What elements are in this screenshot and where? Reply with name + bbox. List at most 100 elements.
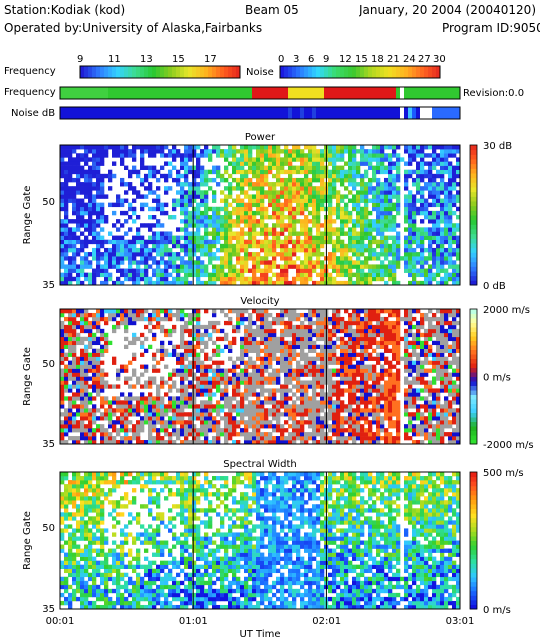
heatmap-cell [392,440,397,445]
heatmap-cell [108,440,113,445]
heatmap-cell [288,320,293,326]
heatmap-cell [332,247,337,253]
heatmap-cell [428,227,433,232]
heatmap-cell [92,404,97,409]
heatmap-cell [208,408,213,413]
heatmap-cell [248,344,253,350]
heatmap-cell [352,348,357,353]
heatmap-cell [352,227,357,232]
heatmap-cell [296,177,301,183]
noise-legend-swatch [296,66,301,78]
heatmap-cell [184,215,189,220]
heatmap-cell [344,428,349,433]
heatmap-cell [320,161,325,166]
heatmap-cell [192,400,197,405]
heatmap-cell [152,173,157,179]
heatmap-cell [388,340,393,346]
heatmap-cell [308,239,313,245]
heatmap-cell [348,210,353,216]
heatmap-cell [172,312,177,318]
heatmap-cell [100,400,105,405]
heatmap-cell [156,316,161,322]
heatmap-cell [76,280,81,286]
heatmap-cell [108,404,113,409]
heatmap-cell [168,404,173,409]
heatmap-cell [252,194,257,199]
heatmap-cell [364,153,369,158]
heatmap-cell [384,440,389,445]
heatmap-cell [76,340,81,346]
heatmap-cell [148,392,153,397]
heatmap-cell [348,344,353,350]
heatmap-cell [292,440,297,445]
heatmap-cell [260,272,265,278]
heatmap-cell [364,316,369,322]
heatmap-cell [264,272,269,278]
heatmap-cell [84,153,89,158]
heatmap-cell [260,364,265,369]
heatmap-cell [316,202,321,208]
heatmap-cell [156,412,161,417]
heatmap-cell [288,316,293,322]
heatmap-cell [160,268,165,273]
heatmap-cell [252,264,257,269]
heatmap-cell [248,219,253,224]
heatmap-cell [316,186,321,191]
heatmap-cell [380,328,385,334]
heatmap-cell [224,400,229,405]
heatmap-cell [180,182,185,187]
heatmap-cell [260,260,265,265]
heatmap-cell [380,340,385,346]
heatmap-cell [60,276,65,282]
heatmap-cell [352,231,357,236]
heatmap-cell [320,182,325,187]
heatmap-cell [160,239,165,245]
heatmap-cell [68,190,73,195]
heatmap-cell [208,177,213,183]
heatmap-cell [456,165,461,171]
heatmap-cell [224,312,229,318]
heatmap-cell [248,312,253,318]
heatmap-cell [200,332,205,338]
heatmap-cell [84,356,89,361]
heatmap-cell [220,177,225,183]
heatmap-cell [436,157,441,162]
heatmap-cell [308,404,313,409]
heatmap-cell [376,198,381,203]
heatmap-cell [352,364,357,369]
heatmap-cell [284,280,289,286]
heatmap-cell [440,210,445,216]
heatmap-cell [344,210,349,216]
heatmap-cell [180,356,185,361]
heatmap-cell [104,256,109,261]
heatmap-cell [252,223,257,228]
heatmap-cell [344,364,349,369]
heatmap-cell [312,219,317,224]
heatmap-cell [116,376,121,381]
heatmap-cell [216,219,221,224]
frequency-legend-frame [79,65,241,79]
heatmap-cell [432,252,437,257]
heatmap-cell [356,380,361,385]
heatmap-cell [100,153,105,158]
noise-legend-swatch [392,66,397,78]
heatmap-cell [368,227,373,232]
noise-strip-segment [436,107,441,119]
heatmap-cell [164,404,169,409]
heatmap-cell [236,149,241,154]
heatmap-cell [164,420,169,425]
heatmap-cell [64,340,69,346]
heatmap-cell [392,149,397,154]
heatmap-cell [332,372,337,377]
heatmap-cell [284,190,289,195]
heatmap-cell [316,309,321,314]
heatmap-cell [240,157,245,162]
heatmap-cell [360,177,365,183]
heatmap-cell [316,352,321,357]
heatmap-cell [320,149,325,154]
heatmap-cell [340,247,345,253]
heatmap-cell [172,264,177,269]
heatmap-cell [200,424,205,429]
heatmap-cell [200,264,205,269]
heatmap-cell [84,392,89,397]
